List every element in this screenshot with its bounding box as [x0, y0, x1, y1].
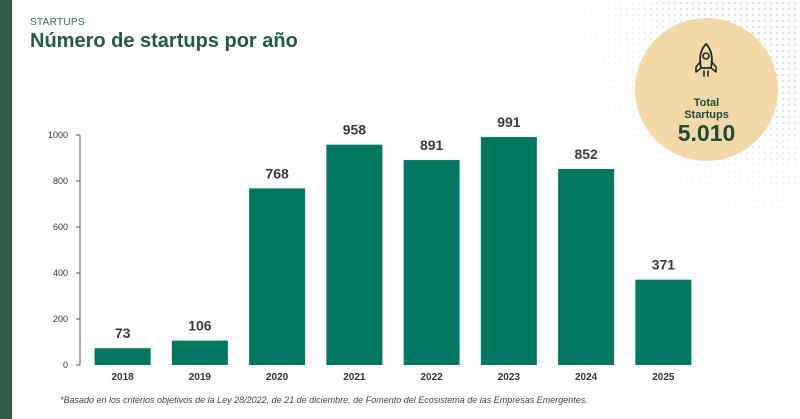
total-startups-badge: Total Startups 5.010: [635, 18, 778, 161]
data-label-2024: 852: [574, 146, 598, 162]
y-tick-label: 600: [53, 222, 68, 232]
total-label-line1: Total: [693, 97, 720, 109]
bar-2023: [480, 137, 537, 365]
x-tick-label-2021: 2021: [343, 372, 366, 383]
bar-2021: [326, 144, 383, 365]
x-tick-label-2023: 2023: [498, 372, 521, 383]
bar-2019: [171, 340, 228, 365]
bar-2025: [635, 279, 692, 365]
x-tick-label-2022: 2022: [421, 372, 444, 383]
total-value: 5.010: [677, 120, 736, 146]
data-label-2019: 106: [188, 318, 212, 334]
data-label-2020: 768: [265, 165, 289, 181]
y-tick-label: 800: [53, 176, 68, 186]
section-kicker: STARTUPS: [30, 17, 85, 28]
rocket-icon: [695, 43, 717, 77]
data-label-2018: 73: [115, 325, 131, 341]
data-label-2022: 891: [420, 137, 444, 153]
y-tick-label: 400: [53, 268, 68, 278]
data-label-2023: 991: [497, 114, 521, 130]
x-tick-label-2025: 2025: [652, 372, 675, 383]
data-label-2021: 958: [343, 122, 367, 138]
bar-2022: [403, 160, 460, 365]
bar-2020: [249, 188, 306, 365]
footnote: *Basado en los criterios objetivos de la…: [60, 395, 588, 405]
y-tick-label: 1000: [48, 130, 68, 140]
x-tick-label-2018: 2018: [112, 372, 135, 383]
y-tick-label: 0: [63, 360, 68, 370]
total-label: Total Startups: [635, 97, 778, 121]
left-accent-bar: [0, 0, 12, 419]
total-label-line2: Startups: [684, 109, 729, 121]
bar-2024: [558, 169, 615, 365]
y-tick-label: 200: [53, 314, 68, 324]
bar-2018: [94, 348, 151, 365]
x-tick-label-2020: 2020: [266, 372, 289, 383]
x-tick-label-2019: 2019: [189, 372, 212, 383]
data-label-2025: 371: [652, 257, 676, 273]
x-tick-label-2024: 2024: [575, 372, 598, 383]
page-title: Número de startups por año: [30, 30, 298, 52]
